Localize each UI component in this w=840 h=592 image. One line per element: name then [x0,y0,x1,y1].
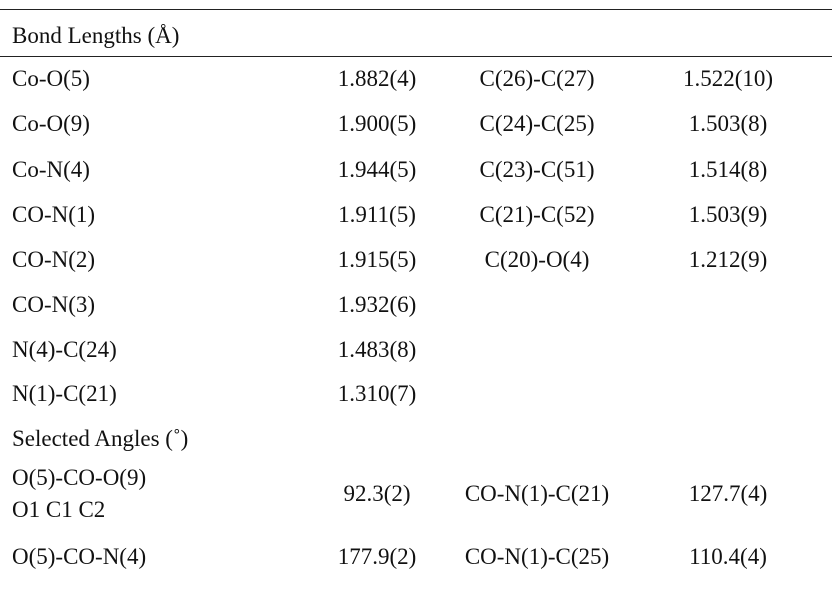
bond-value: 110.4(4) [689,544,767,569]
bond-label: CO-N(1)-C(25) [464,544,610,569]
bond-label: CO-N(1) [12,202,96,227]
bond-label: C(24)-C(25) [479,111,595,136]
bond-value: 1.932(6) [337,292,417,317]
bond-value: 1.911(5) [338,202,416,227]
bond-label: C(21)-C(52) [479,202,595,227]
bond-value: 1.503(8) [688,111,768,136]
bond-value: 1.212(9) [688,247,768,272]
bond-value: 1.310(7) [337,381,417,406]
bond-value: 1.915(5) [337,247,417,272]
bond-label: C(20)-O(4) [484,247,590,272]
header-rule [0,56,832,57]
bond-value: 1.522(10) [682,66,774,91]
bond-label: Co-O(5) [12,66,90,91]
bond-value: 127.7(4) [688,481,768,506]
bond-label: C(26)-C(27) [479,66,595,91]
bond-label: C(23)-C(51) [479,157,595,182]
bond-value: 177.9(2) [337,544,417,569]
bond-label: CO-N(1)-C(21) [464,481,610,506]
bond-label: CO-N(3) [12,292,96,317]
bond-label: Co-N(4) [12,157,90,182]
bond-value: 1.882(4) [337,66,417,91]
bond-label: N(4)-C(24) [12,337,117,362]
bond-label: N(1)-C(21) [12,381,117,406]
bond-label: O(5)-CO-O(9) [12,465,147,490]
bond-value: 1.503(9) [688,202,768,227]
top-rule [0,9,832,10]
bond-value: 1.900(5) [337,111,417,136]
bond-value: 1.944(5) [337,157,417,182]
bond-label: O1 C1 C2 [12,497,106,522]
section-title: Selected Angles (˚) [12,426,189,451]
bond-value: 1.483(8) [337,337,417,362]
bond-value: 1.514(8) [688,157,768,182]
bond-label: Co-O(9) [12,111,90,136]
bond-value: 92.3(2) [343,481,411,506]
bond-label: CO-N(2) [12,247,96,272]
section-title: Bond Lengths (Å) [12,23,180,48]
bond-label: O(5)-CO-N(4) [12,544,147,569]
